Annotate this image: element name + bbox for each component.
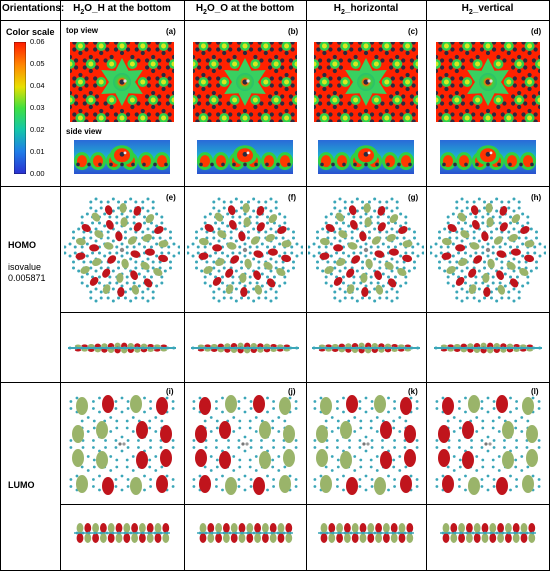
lumo-side-view xyxy=(74,523,170,543)
panel-tag: (d) xyxy=(531,27,542,36)
density-top-view xyxy=(314,42,418,122)
color-scale-bar xyxy=(14,42,26,174)
homo-top-view xyxy=(429,197,546,303)
grid-line xyxy=(426,0,427,571)
panel-tag: (f) xyxy=(288,193,296,202)
color-scale-title: Color scale xyxy=(6,27,55,37)
grid-line xyxy=(0,0,550,1)
top-view-label: top view xyxy=(66,26,99,35)
density-side-view xyxy=(318,140,414,174)
lumo-side-view xyxy=(318,523,414,543)
lumo-top-view xyxy=(435,395,540,495)
grid-line xyxy=(60,0,61,571)
orientations-label: Orientations: xyxy=(2,3,65,14)
lumo-side-view xyxy=(197,523,293,543)
homo-top-view xyxy=(308,197,424,303)
column-header-2: H2O_O at the bottom xyxy=(195,3,295,16)
homo-side-view xyxy=(433,342,542,354)
color-scale-tick: 0.04 xyxy=(30,81,45,90)
column-header-1: H2O_H at the bottom xyxy=(73,3,171,16)
column-header-3: H2_horizontal xyxy=(333,3,399,16)
lumo-side-view xyxy=(439,523,536,543)
grid-line xyxy=(0,382,550,383)
color-scale-tick: 0.01 xyxy=(30,147,45,156)
color-scale-tick: 0.06 xyxy=(30,37,45,46)
side-view-label: side view xyxy=(66,127,102,136)
lumo-label: LUMO xyxy=(8,480,35,490)
homo-side-view xyxy=(312,342,420,354)
isovalue-label: isovalue xyxy=(8,262,42,272)
lumo-top-view xyxy=(69,395,175,495)
density-top-view xyxy=(193,42,297,122)
panel-tag: (k) xyxy=(408,387,418,396)
grid-line xyxy=(0,20,550,21)
grid-line xyxy=(0,0,1,571)
grid-line xyxy=(0,186,550,187)
grid-line xyxy=(60,312,550,313)
density-top-view xyxy=(70,42,174,122)
panel-tag: (c) xyxy=(408,27,418,36)
density-top-view xyxy=(435,42,540,122)
homo-top-view xyxy=(64,197,180,303)
homo-top-view xyxy=(187,197,303,303)
grid-line xyxy=(60,504,550,505)
panel-tag: (l) xyxy=(531,387,539,396)
color-scale-tick: 0.00 xyxy=(30,169,45,178)
isovalue-value: 0.005871 xyxy=(8,273,46,283)
homo-side-view xyxy=(68,342,176,354)
color-scale-tick: 0.03 xyxy=(30,103,45,112)
density-side-view xyxy=(74,140,170,174)
panel-tag: (a) xyxy=(166,27,176,36)
color-scale-tick: 0.05 xyxy=(30,59,45,68)
panel-tag: (i) xyxy=(166,387,174,396)
color-scale-tick: 0.02 xyxy=(30,125,45,134)
panel-tag: (h) xyxy=(531,193,542,202)
density-side-view xyxy=(439,140,536,174)
panel-tag: (j) xyxy=(288,387,296,396)
lumo-top-view xyxy=(313,395,419,495)
grid-line xyxy=(306,0,307,571)
panel-tag: (b) xyxy=(288,27,299,36)
panel-tag: (g) xyxy=(408,193,419,202)
grid-line xyxy=(184,0,185,571)
panel-tag: (e) xyxy=(166,193,176,202)
homo-side-view xyxy=(191,342,299,354)
homo-label: HOMO xyxy=(8,240,36,250)
column-header-4: H2_vertical xyxy=(461,3,514,16)
density-side-view xyxy=(197,140,293,174)
lumo-top-view xyxy=(192,395,298,495)
